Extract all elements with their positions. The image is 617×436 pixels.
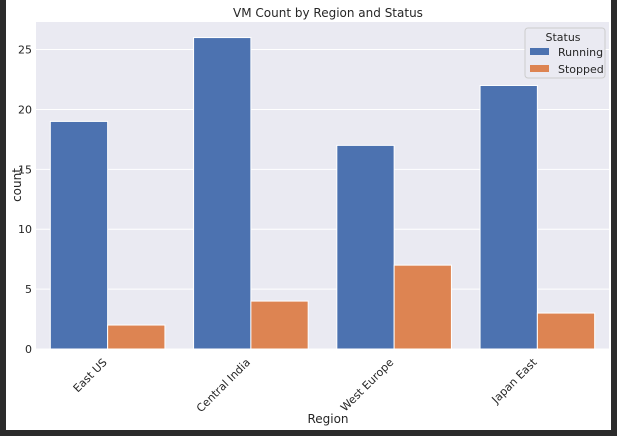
x-tick-label-central-india: Central India [194, 356, 253, 415]
legend-swatch-stopped [530, 65, 549, 72]
y-tick-label-15: 15 [18, 163, 32, 176]
chart-title: VM Count by Region and Status [233, 6, 423, 20]
bars [49, 37, 596, 350]
y-axis-label: count [10, 168, 24, 202]
y-tick-label-0: 0 [25, 343, 32, 356]
x-tick-label-japan-east: Japan East [489, 355, 540, 406]
bar-japan-east-stopped [536, 312, 596, 350]
x-axis-label: Region [307, 412, 348, 426]
x-tick-label-east-us: East US [71, 356, 110, 395]
bar-west-europe-running [336, 144, 395, 350]
legend-swatch-running [530, 48, 549, 55]
x-tick-label-west-europe: West Europe [338, 356, 396, 414]
legend-label-stopped: Stopped [558, 63, 604, 76]
legend-title: Status [545, 31, 580, 44]
y-tick-label-5: 5 [25, 283, 32, 296]
y-tick-label-20: 20 [18, 103, 32, 116]
legend-label-running: Running [558, 46, 603, 59]
bar-west-europe-stopped [393, 264, 452, 350]
bar-east-us-stopped [107, 324, 166, 350]
x-tick-labels: East US Central India West Europe Japan Eas… [71, 355, 540, 415]
bar-central-india-running [193, 37, 252, 350]
bar-central-india-stopped [250, 300, 309, 350]
y-tick-label-25: 25 [18, 44, 32, 57]
y-tick-label-10: 10 [18, 223, 32, 236]
chart-figure: 0 5 10 15 20 25 East US Central India West Euro… [6, 0, 611, 430]
bar-japan-east-running [479, 84, 538, 350]
bar-east-us-running [49, 120, 109, 350]
y-tick-labels: 0 5 10 15 20 25 [18, 44, 32, 356]
chart-canvas: 0 5 10 15 20 25 East US Central India West Euro… [10, 6, 609, 426]
legend: Status Running Stopped [524, 27, 606, 79]
